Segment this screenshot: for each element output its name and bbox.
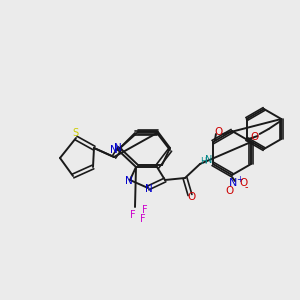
- Text: N: N: [125, 176, 133, 186]
- Text: N: N: [145, 184, 153, 194]
- Text: -: -: [244, 182, 248, 192]
- Text: O: O: [225, 186, 233, 196]
- Text: N: N: [110, 145, 118, 155]
- Text: O: O: [215, 127, 223, 137]
- Text: O: O: [240, 178, 248, 188]
- Text: N: N: [114, 143, 122, 153]
- Text: N: N: [229, 178, 237, 188]
- Text: F: F: [142, 205, 148, 215]
- Text: S: S: [72, 128, 78, 138]
- Text: O: O: [250, 132, 259, 142]
- Text: O: O: [188, 192, 196, 202]
- Text: F: F: [130, 210, 136, 220]
- Text: N: N: [205, 155, 213, 165]
- Text: H: H: [200, 158, 206, 166]
- Text: F: F: [140, 214, 146, 224]
- Text: +: +: [237, 176, 243, 184]
